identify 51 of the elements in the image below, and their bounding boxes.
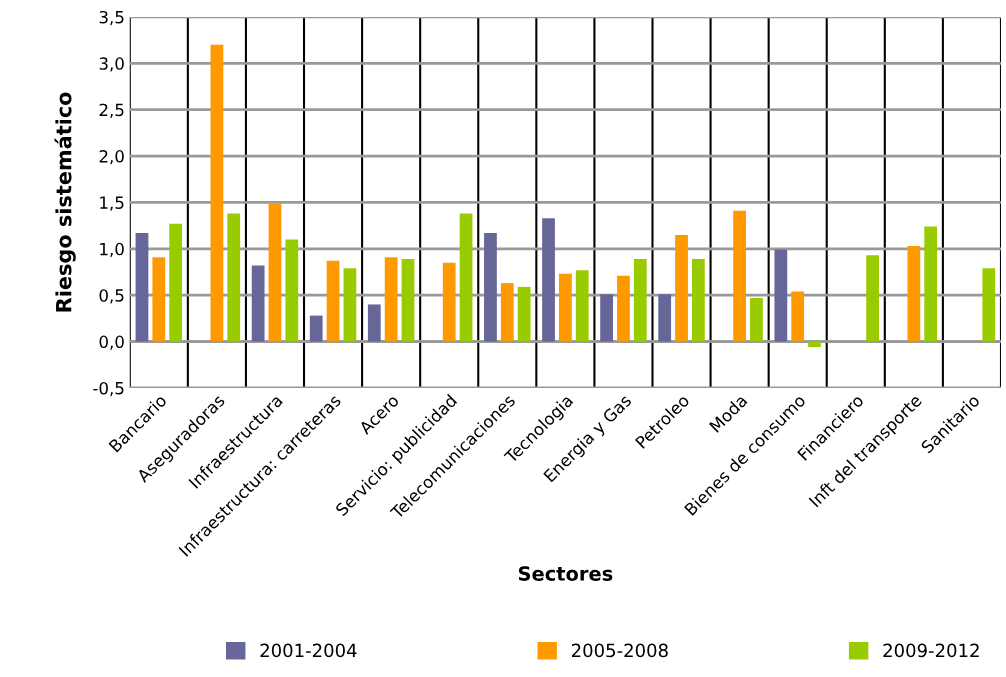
y-axis-title: Riesgo sistemático <box>54 92 76 312</box>
bar <box>691 259 705 342</box>
bar <box>733 210 746 342</box>
bar <box>774 249 788 342</box>
bar <box>152 257 166 342</box>
bar <box>600 294 613 342</box>
y-tick-label: 0,0 <box>99 335 124 350</box>
bar <box>401 259 415 342</box>
bar <box>343 268 357 342</box>
bar <box>907 246 921 342</box>
bar <box>500 283 514 342</box>
y-tick-label: 3,0 <box>99 57 124 72</box>
legend-label: 2005-2008 <box>571 643 668 658</box>
bar <box>442 262 456 342</box>
bar <box>675 234 688 342</box>
bar <box>924 226 938 342</box>
bar <box>484 233 497 342</box>
bar <box>750 297 763 342</box>
bar <box>367 304 381 342</box>
bar <box>227 213 241 342</box>
bar <box>135 233 149 342</box>
bar <box>791 291 805 342</box>
y-tick-label: 1,5 <box>100 196 124 211</box>
bar <box>384 257 398 342</box>
bar <box>558 273 572 342</box>
bar <box>459 213 473 342</box>
y-tick-label: -0,5 <box>93 381 124 397</box>
y-tick-label: 3,5 <box>99 10 124 26</box>
bar <box>808 341 821 348</box>
bar <box>542 218 555 342</box>
bar <box>326 260 340 342</box>
bar <box>517 286 531 342</box>
legend-label: 2009-2012 <box>883 643 979 658</box>
y-tick-label: 1,0 <box>100 242 124 258</box>
bar <box>633 259 647 342</box>
y-tick-label: 2,0 <box>99 150 124 165</box>
bar <box>169 223 183 342</box>
x-axis-title: Sectores <box>518 566 613 581</box>
bar <box>285 239 299 342</box>
y-tick-label: 2,5 <box>99 103 124 118</box>
bar <box>617 275 630 342</box>
bar <box>575 270 589 342</box>
bar <box>658 294 672 342</box>
bar <box>268 203 282 342</box>
bar <box>982 268 996 342</box>
legend-label: 2001-2004 <box>260 643 357 658</box>
bar <box>251 265 265 342</box>
y-tick-label: 0,5 <box>99 289 124 304</box>
bar <box>309 315 323 342</box>
bar <box>866 255 879 342</box>
bar <box>210 44 224 342</box>
